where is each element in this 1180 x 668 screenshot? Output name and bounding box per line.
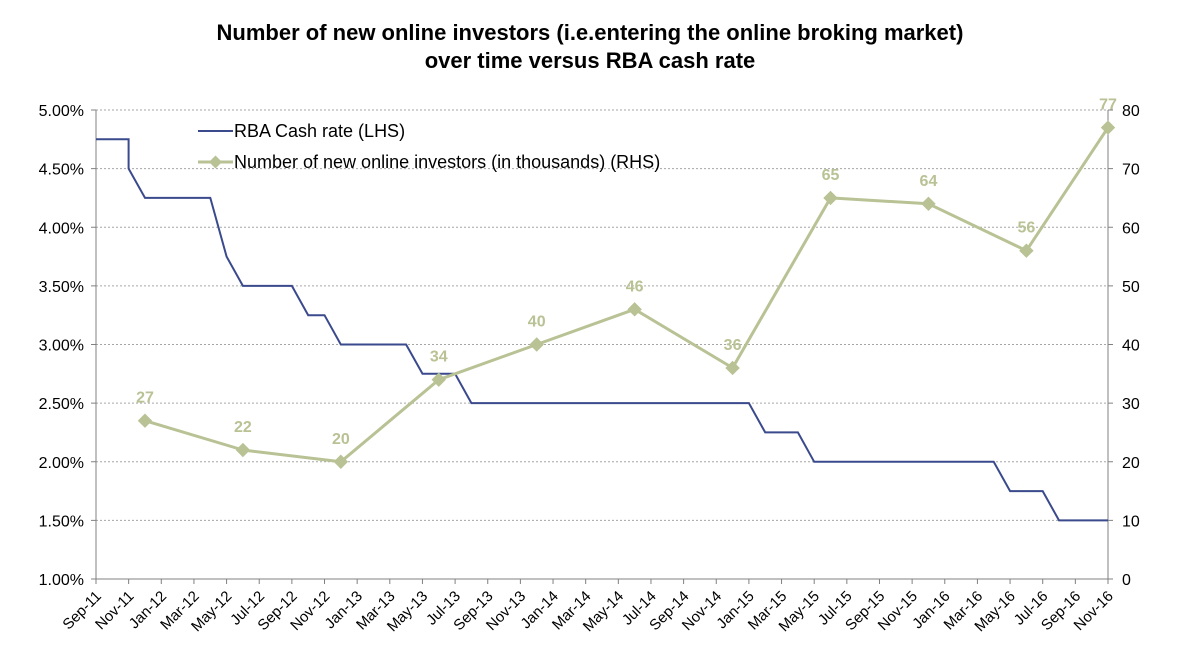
right-tick-label: 70: [1122, 162, 1140, 179]
left-tick-label: 1.00%: [39, 572, 84, 589]
data-label: 65: [822, 167, 840, 184]
data-point: [137, 413, 153, 428]
legend-label-rba-cash-rate: RBA Cash rate (LHS): [234, 121, 405, 141]
right-tick-label: 0: [1122, 572, 1131, 589]
data-label: 46: [626, 278, 644, 295]
data-label: 56: [1017, 220, 1035, 237]
gridlines: [91, 109, 1113, 580]
left-tick-label: 3.50%: [39, 279, 84, 296]
legend: RBA Cash rate (LHS) Number of new online …: [198, 121, 660, 172]
data-point: [627, 302, 642, 317]
axes: [95, 110, 1109, 580]
left-tick-label: 4.00%: [39, 220, 84, 237]
data-label: 27: [136, 390, 154, 407]
data-point: [333, 454, 349, 469]
left-tick-label: 2.50%: [39, 396, 84, 413]
rba-cash-rate-line: [96, 138, 1108, 522]
left-tick-label: 5.00%: [39, 103, 84, 120]
left-tick-label: 2.00%: [39, 455, 84, 472]
data-label: 36: [724, 337, 742, 354]
data-point: [823, 190, 838, 206]
data-label: 22: [234, 419, 252, 436]
right-tick-label: 30: [1122, 396, 1140, 413]
legend-marker-new-investors: [209, 155, 222, 169]
left-tick-label: 3.00%: [39, 338, 84, 355]
data-point: [431, 372, 446, 387]
right-tick-label: 20: [1122, 455, 1140, 472]
left-axis-ticks: 1.00% 1.50% 2.00% 2.50% 3.00% 3.50% 4.00% 4.50%…: [39, 103, 84, 589]
right-tick-label: 40: [1122, 338, 1140, 355]
data-point: [1100, 120, 1116, 135]
data-point: [1019, 243, 1034, 258]
markers: [137, 120, 1116, 469]
data-point: [921, 196, 936, 212]
data-label: 77: [1099, 97, 1117, 114]
chart-title-line2: over time versus RBA cash rate: [425, 48, 756, 73]
right-tick-label: 60: [1122, 220, 1140, 237]
data-label: 20: [332, 431, 350, 448]
data-point: [529, 337, 544, 352]
right-tick-label: 80: [1122, 103, 1140, 120]
left-tick-label: 4.50%: [39, 162, 84, 179]
right-tick-label: 10: [1122, 513, 1140, 530]
x-axis-ticks: Sep-11Nov-11Jan-12Mar-12May-12Jul-12Sep-…: [59, 579, 1117, 635]
legend-label-new-investors: Number of new online investors (in thous…: [234, 152, 660, 172]
data-label: 64: [920, 173, 938, 190]
right-tick-label: 50: [1122, 279, 1140, 296]
data-labels: 27 22 20 34 40 46 36 65 64 56 77: [136, 97, 1117, 448]
data-label: 34: [430, 349, 448, 366]
right-axis-ticks: 0 10 20 30 40 50 60 70 80: [1122, 103, 1140, 589]
data-point: [235, 442, 251, 458]
left-tick-label: 1.50%: [39, 513, 84, 530]
chart-title-line1: Number of new online investors (i.e.ente…: [217, 20, 964, 45]
data-label: 40: [528, 314, 546, 331]
data-point: [725, 360, 740, 376]
